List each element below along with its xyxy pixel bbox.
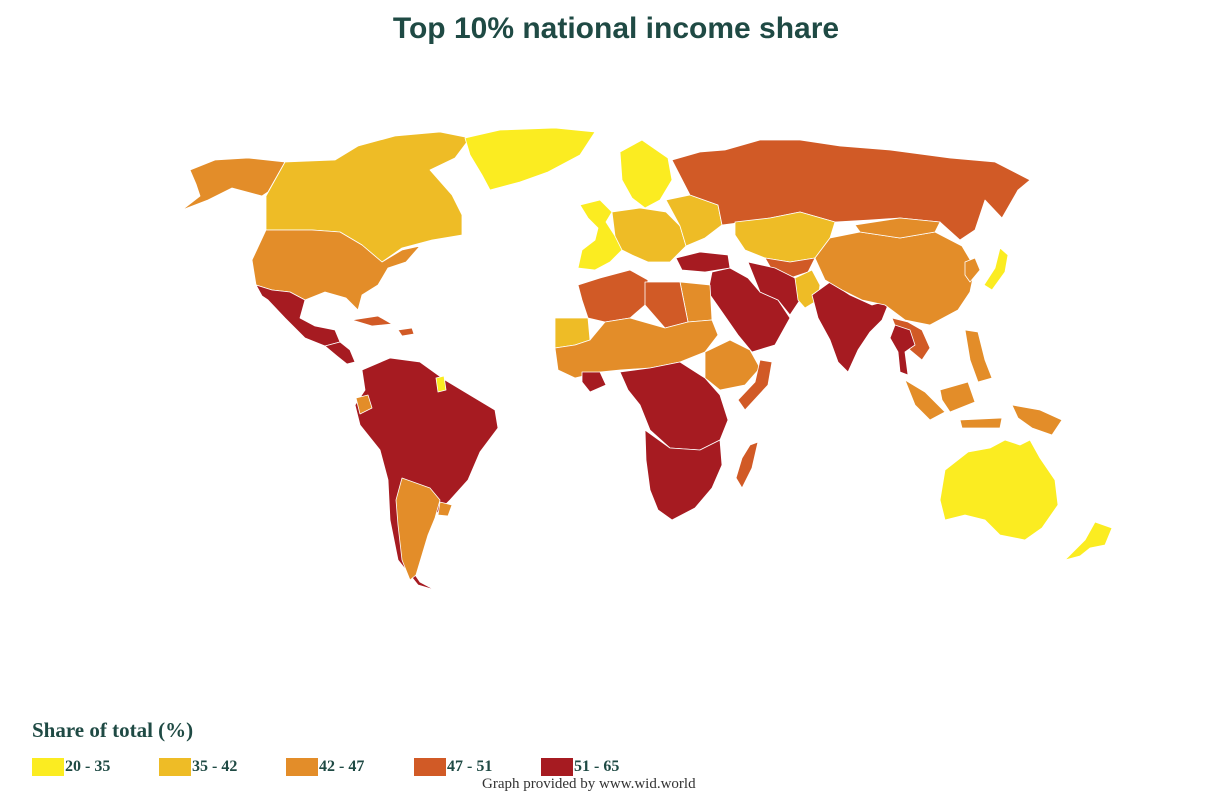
legend-item: 35 - 42 bbox=[159, 756, 237, 778]
region-philippines[interactable] bbox=[964, 329, 993, 383]
region-turkey[interactable] bbox=[675, 251, 731, 273]
legend-item: 42 - 47 bbox=[286, 756, 364, 778]
region-iran[interactable] bbox=[747, 261, 801, 316]
region-southern-africa[interactable] bbox=[644, 429, 723, 521]
legend-label: 47 - 51 bbox=[447, 758, 493, 775]
chart-title: Top 10% national income share bbox=[392, 12, 840, 45]
region-argentina[interactable] bbox=[395, 477, 441, 581]
legend-item: 51 - 65 bbox=[541, 756, 619, 778]
credit-text: Graph provided by www.wid.world bbox=[482, 776, 696, 792]
region-indonesia[interactable] bbox=[904, 379, 1003, 429]
legend-label: 35 - 42 bbox=[192, 758, 238, 775]
legend-swatch bbox=[414, 758, 446, 776]
region-middle-east[interactable] bbox=[707, 267, 791, 353]
legend: 20 - 35 35 - 42 42 - 47 47 - 51 51 - 65 bbox=[32, 756, 732, 778]
legend-swatch bbox=[286, 758, 318, 776]
region-central-america[interactable] bbox=[324, 341, 356, 365]
region-scandinavia[interactable] bbox=[619, 139, 673, 209]
region-cote-divoire[interactable] bbox=[581, 371, 607, 393]
region-thailand[interactable] bbox=[889, 324, 916, 376]
region-mongolia[interactable] bbox=[854, 217, 941, 239]
legend-label: 42 - 47 bbox=[319, 758, 365, 775]
region-ecuador[interactable] bbox=[355, 394, 373, 415]
region-horn-of-africa[interactable] bbox=[704, 339, 761, 391]
region-mexico[interactable] bbox=[255, 284, 341, 347]
region-caribbean[interactable] bbox=[351, 315, 415, 337]
region-japan[interactable] bbox=[983, 247, 1009, 291]
legend-item: 20 - 35 bbox=[32, 756, 110, 778]
region-korea[interactable] bbox=[964, 257, 981, 283]
region-north-africa-west[interactable] bbox=[577, 269, 649, 323]
region-alaska[interactable] bbox=[181, 157, 286, 211]
region-madagascar[interactable] bbox=[735, 441, 759, 489]
legend-title: Share of total (%) bbox=[32, 718, 194, 742]
region-australia[interactable] bbox=[939, 439, 1059, 541]
legend-label: 20 - 35 bbox=[65, 758, 111, 775]
region-india[interactable] bbox=[811, 281, 891, 373]
region-french-guiana[interactable] bbox=[435, 375, 447, 393]
legend-swatch bbox=[159, 758, 191, 776]
region-western-europe[interactable] bbox=[577, 199, 623, 271]
legend-swatch bbox=[32, 758, 64, 776]
region-south-america[interactable] bbox=[354, 357, 499, 591]
region-greenland[interactable] bbox=[464, 127, 596, 191]
legend-label: 51 - 65 bbox=[574, 758, 620, 775]
region-central-europe[interactable] bbox=[611, 207, 687, 263]
region-papua-new-guinea[interactable] bbox=[1011, 404, 1063, 436]
region-new-zealand[interactable] bbox=[1064, 521, 1113, 561]
region-uruguay[interactable] bbox=[437, 501, 453, 517]
region-libya[interactable] bbox=[644, 281, 689, 329]
region-somalia[interactable] bbox=[737, 359, 773, 411]
legend-item: 47 - 51 bbox=[414, 756, 492, 778]
legend-swatch bbox=[541, 758, 573, 776]
region-russia[interactable] bbox=[671, 139, 1031, 241]
